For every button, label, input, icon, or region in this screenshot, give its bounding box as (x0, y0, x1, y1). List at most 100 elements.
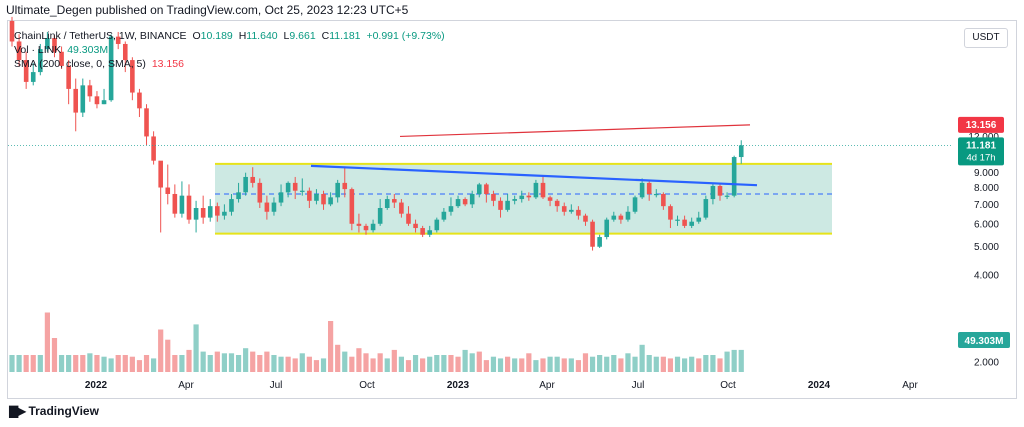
volume-bar (632, 356, 638, 372)
volume-bar (434, 355, 440, 372)
candle-body (455, 199, 461, 207)
volume-bar (30, 355, 36, 372)
volume-bar (391, 349, 397, 372)
candle-body (73, 88, 79, 113)
volume-layer (9, 312, 744, 372)
candle-body (526, 195, 532, 198)
volume-bar (519, 358, 525, 372)
volume-bar (682, 358, 688, 372)
candle-body (476, 184, 482, 194)
candle-body (661, 193, 666, 207)
candle-body (158, 160, 163, 188)
candle-body (363, 225, 369, 231)
currency-button[interactable]: USDT (964, 28, 1008, 48)
volume-bar (335, 344, 341, 372)
volume-bar (151, 358, 157, 372)
volume-bar (285, 356, 291, 372)
legend-change: +0.991 (+9.73%) (366, 30, 445, 42)
volume-bar (589, 356, 596, 372)
sma-price-label: 13.156 (966, 120, 997, 131)
x-tick-label: Apr (902, 380, 918, 391)
candle-body (193, 207, 199, 220)
candle-body (498, 200, 503, 210)
volume-bar (660, 356, 666, 372)
axis-layer: 2.0004.0005.0006.0007.0008.0009.00010.00… (85, 116, 1010, 391)
last-price-label-bg (958, 137, 1004, 166)
legend-l-value: 9.661 (289, 30, 316, 42)
candle-body (278, 192, 284, 203)
candle-body (484, 184, 489, 194)
volume-bar (108, 358, 114, 372)
candle-body (590, 221, 595, 247)
volume-bar (264, 351, 270, 372)
candle-body (165, 187, 171, 194)
candle-body (668, 206, 673, 220)
y-tick-label: 5.000 (974, 242, 999, 253)
volume-bar (278, 356, 284, 372)
candle-body (307, 190, 312, 201)
y-tick-label: 9.000 (974, 168, 999, 179)
candle-body (222, 211, 227, 216)
candle-body (392, 199, 397, 203)
candle-body (377, 207, 383, 224)
publisher-header: Ultimate_Degen published on TradingView.… (6, 3, 409, 17)
legend-sma-label[interactable]: SMA (200, close, 0, SMA, 5) (14, 58, 146, 70)
candle-body (427, 230, 433, 235)
legend-o-value: 10.189 (200, 30, 233, 42)
volume-price-label-bg (958, 332, 1010, 348)
volume-bar (44, 312, 50, 372)
volume-bar (228, 353, 235, 372)
candle-body (130, 60, 135, 93)
volume-bar (320, 358, 327, 372)
candle-body (52, 38, 57, 52)
candles-layer (9, 16, 744, 251)
volume-bar (243, 348, 249, 372)
volume-bar (179, 355, 185, 372)
candle-body (321, 193, 326, 205)
volume-bar (568, 358, 574, 372)
candle-body (462, 199, 468, 205)
tradingview-logo[interactable]: ▇▶ TradingView (9, 404, 99, 418)
candle-body (689, 221, 694, 226)
volume-bar (306, 356, 312, 372)
volume-bar (646, 355, 652, 372)
volume-bar (9, 355, 15, 372)
candle-body (292, 182, 298, 191)
volume-bar (441, 355, 447, 372)
legend-ohlc: ChainLink / TetherUS, 1W, BINANCE O10.18… (14, 30, 445, 42)
y-tick-label: 6.000 (974, 219, 999, 230)
volume-bar (158, 329, 164, 372)
sma-200-line (399, 124, 751, 138)
legend-symbol[interactable]: ChainLink / TetherUS, 1W, BINANCE (14, 30, 187, 42)
volume-bar (349, 356, 355, 372)
volume-bar (250, 351, 256, 372)
volume-bar (490, 356, 497, 372)
volume-bar (299, 353, 305, 372)
lines-layer (8, 124, 952, 187)
candle-body (200, 207, 206, 218)
volume-bar (129, 356, 135, 372)
volume-bar (186, 349, 192, 372)
volume-bar (689, 356, 695, 372)
candle-body (717, 185, 723, 196)
volume-bar (667, 358, 674, 372)
volume-bar (143, 355, 150, 372)
x-tick-label: Jul (270, 380, 283, 391)
volume-bar (257, 355, 263, 372)
candle-body (257, 182, 263, 203)
candle-body (384, 199, 390, 208)
volume-bar (696, 358, 702, 372)
candle-body (137, 92, 142, 109)
candle-body (420, 228, 425, 235)
volume-bar (526, 353, 532, 372)
candle-body (285, 182, 291, 193)
candle-body (172, 193, 178, 214)
legend-c-value: 11.181 (329, 30, 361, 42)
volume-bar (554, 356, 560, 372)
volume-bar (384, 358, 390, 372)
candle-body (519, 195, 525, 200)
legend-vol-label[interactable]: Vol · LINK (14, 44, 62, 56)
candle-body (512, 199, 517, 201)
volume-bar (51, 338, 58, 372)
